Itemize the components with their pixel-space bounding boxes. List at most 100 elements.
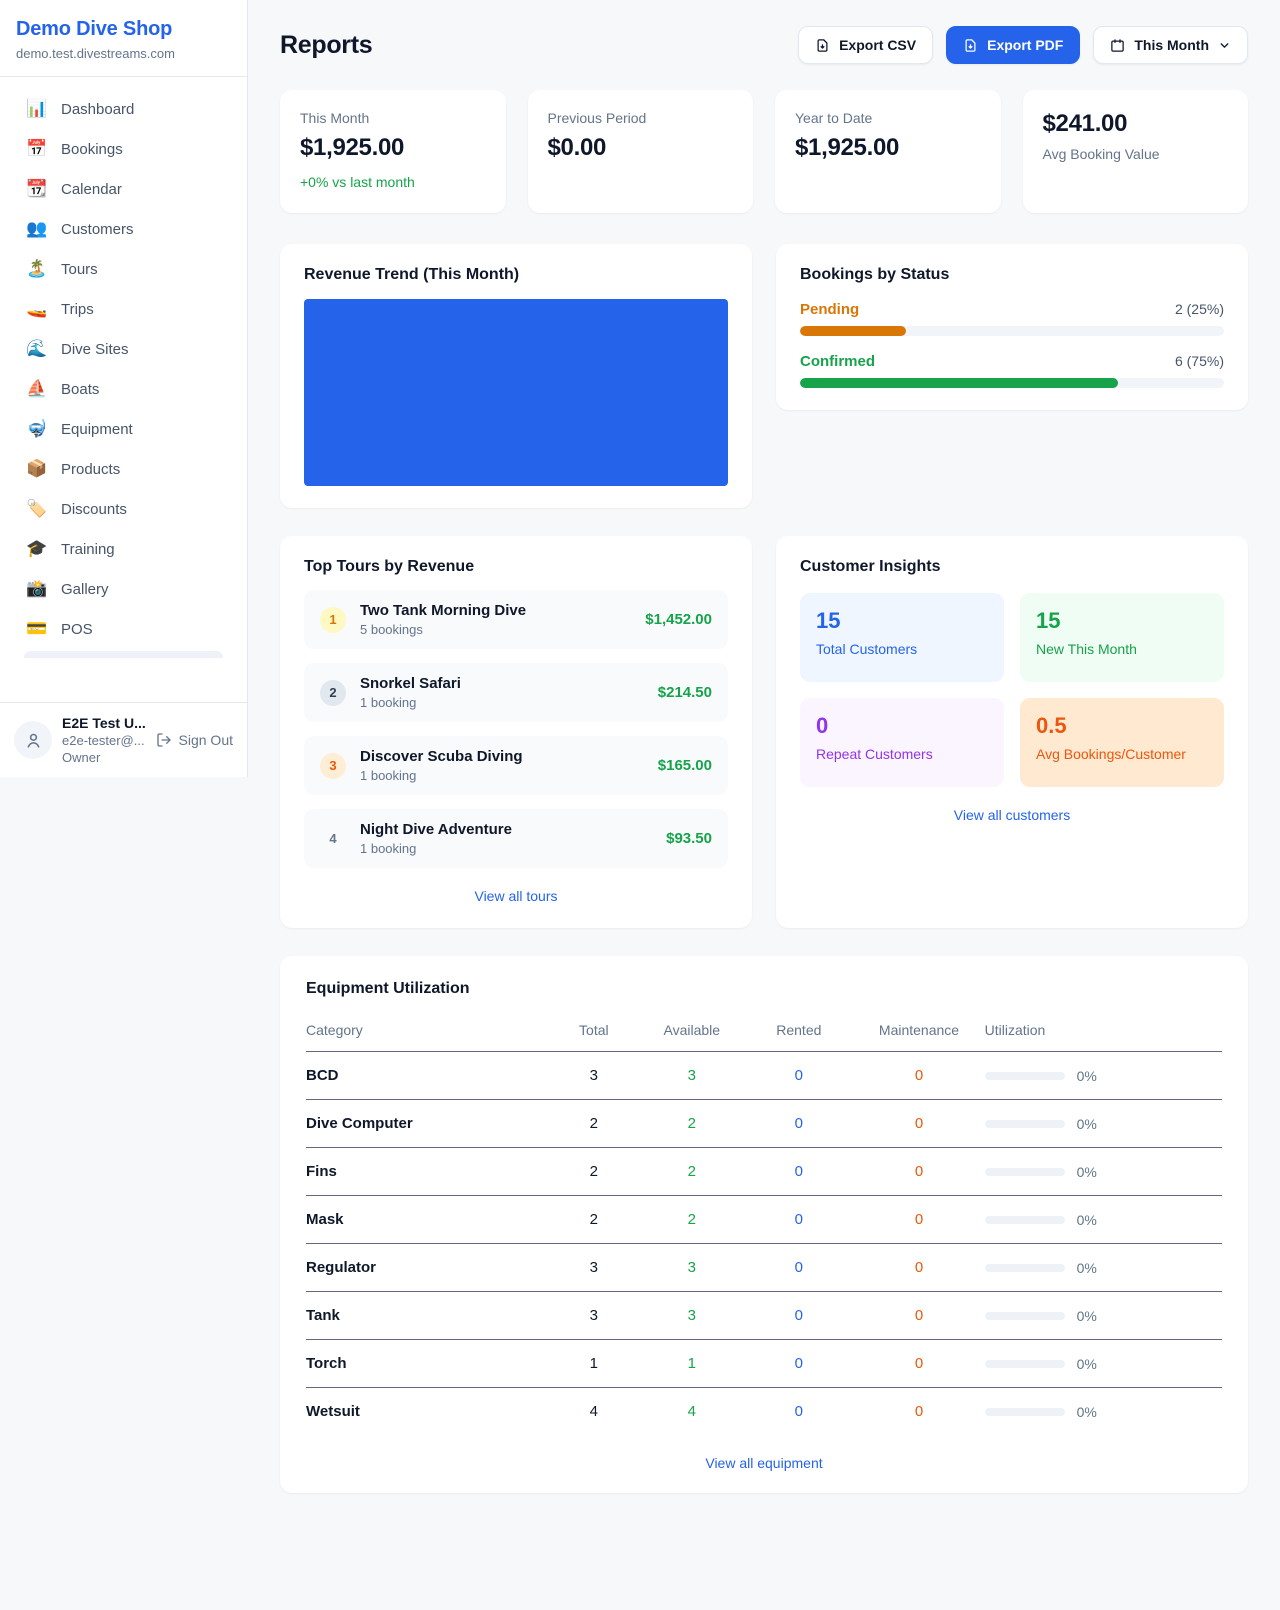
tour-revenue: $93.50 <box>666 830 712 847</box>
utilization-bar-track <box>984 1167 1065 1176</box>
equipment-utilization-title: Equipment Utilization <box>306 980 470 997</box>
rank-badge: 1 <box>320 606 346 633</box>
sidebar-item-equipment[interactable]: 🤿 Equipment <box>12 409 235 449</box>
sidebar-item-discounts[interactable]: 🏷️ Discounts <box>12 489 235 529</box>
status-bar-fill-pending <box>800 326 906 336</box>
sidebar-item-dashboard[interactable]: 📊 Dashboard <box>12 89 235 129</box>
category-cell: Mask <box>306 1195 549 1244</box>
sidebar-item-calendar[interactable]: 📆 Calendar <box>12 169 235 209</box>
sidebar-item-bookings[interactable]: 📅 Bookings <box>12 129 235 169</box>
maintenance-cell: 0 <box>853 1243 985 1292</box>
available-cell: 3 <box>639 1243 745 1292</box>
utilization-bar-track <box>984 1263 1065 1272</box>
tour-bookings: 1 booking <box>360 695 417 710</box>
chevron-down-icon <box>1220 42 1229 48</box>
total-cell: 2 <box>548 1195 640 1244</box>
maintenance-cell: 0 <box>853 1147 985 1196</box>
table-row: Torch 1 1 0 0 0% <box>306 1339 1222 1388</box>
utilization-percent: 0% <box>1076 1211 1097 1228</box>
available-cell: 3 <box>639 1051 745 1100</box>
tour-revenue: $165.00 <box>657 757 712 774</box>
file-download-icon <box>817 38 828 52</box>
sidebar-item-trips[interactable]: 🚤 Trips <box>12 289 235 329</box>
total-cell: 3 <box>548 1291 640 1340</box>
column-header-available: Available <box>639 1014 745 1052</box>
shop-domain: demo.test.divestreams.com <box>16 46 175 61</box>
tour-row: 2 Snorkel Safari 1 booking $214.50 <box>304 663 728 722</box>
view-all-equipment-link[interactable]: View all equipment <box>705 1455 823 1471</box>
category-cell: Tank <box>306 1291 549 1340</box>
sidebar-item-pos[interactable]: 💳 POS <box>12 609 235 649</box>
stat-label: Previous Period <box>547 110 647 126</box>
status-label-confirmed: Confirmed <box>800 353 875 370</box>
header-actions: Export CSV Export PDF This Month <box>798 26 1248 64</box>
tag-icon: 🏷️ <box>26 499 48 519</box>
sailboat-icon: ⛵ <box>26 379 48 399</box>
bookings-by-status-title: Bookings by Status <box>800 266 950 283</box>
sidebar-item-tours[interactable]: 🏝️ Tours <box>12 249 235 289</box>
available-cell: 4 <box>687 1403 696 1420</box>
table-row: Dive Computer 2 2 0 0 0% <box>306 1099 1222 1148</box>
stat-card-this-month: This Month $1,925.00 +0% vs last month <box>280 90 506 213</box>
equipment-table: Category Total Available Rented Maintena… <box>306 1014 1222 1435</box>
export-csv-button[interactable]: Export CSV <box>798 26 934 64</box>
maintenance-cell: 0 <box>853 1099 985 1148</box>
utilization-cell: 0% <box>984 1291 1222 1340</box>
status-row-confirmed: Confirmed 6 (75%) <box>800 353 1224 388</box>
category-cell: Wetsuit <box>306 1403 360 1420</box>
tile-label: Repeat Customers <box>816 746 933 762</box>
sidebar-item-boats[interactable]: ⛵ Boats <box>12 369 235 409</box>
rented-cell: 0 <box>744 1243 854 1292</box>
tile-avg-bookings-customer: 0.5 Avg Bookings/Customer <box>1020 698 1224 787</box>
package-icon: 📦 <box>26 459 48 479</box>
export-csv-label: Export CSV <box>839 37 917 53</box>
sidebar-item-label: Equipment <box>61 420 133 438</box>
stat-card-year-to-date: Year to Date $1,925.00 <box>775 90 1001 213</box>
sidebar-item-dive-sites[interactable]: 🌊 Dive Sites <box>12 329 235 369</box>
table-row: Fins 2 2 0 0 0% <box>306 1147 1222 1196</box>
page-header: Reports Export CSV Export PDF <box>280 26 1248 64</box>
utilization-cell: 0% <box>984 1099 1222 1148</box>
total-cell: 3 <box>548 1243 640 1292</box>
utilization-bar-track <box>984 1071 1065 1080</box>
view-all-customers-link[interactable]: View all customers <box>953 807 1071 823</box>
shop-name[interactable]: Demo Dive Shop <box>16 18 173 40</box>
sidebar-item-label: Customers <box>61 220 134 238</box>
rented-cell: 0 <box>744 1099 854 1148</box>
sidebar-item-customers[interactable]: 👥 Customers <box>12 209 235 249</box>
person-icon <box>27 733 39 748</box>
sidebar-item-training[interactable]: 🎓 Training <box>12 529 235 569</box>
utilization-percent: 0% <box>1076 1115 1097 1132</box>
period-selector[interactable]: This Month <box>1093 26 1248 64</box>
utilization-percent: 0% <box>1076 1403 1097 1420</box>
maintenance-cell: 0 <box>853 1339 985 1388</box>
total-cell: 1 <box>548 1339 640 1388</box>
available-cell: 2 <box>639 1195 745 1244</box>
category-cell: Torch <box>306 1339 549 1388</box>
tile-label: Avg Bookings/Customer <box>1036 746 1186 762</box>
category-cell: Fins <box>306 1147 549 1196</box>
wave-icon: 🌊 <box>26 339 48 359</box>
sidebar-item-label: Boats <box>61 380 100 398</box>
rented-cell: 0 <box>744 1339 854 1388</box>
export-pdf-button[interactable]: Export PDF <box>946 26 1081 64</box>
maintenance-cell: 0 <box>914 1403 924 1420</box>
stat-card-previous-period: Previous Period $0.00 <box>527 90 753 213</box>
tile-label: New This Month <box>1036 641 1137 657</box>
tour-row: 3 Discover Scuba Diving 1 booking $165.0… <box>304 736 728 795</box>
sidebar-item-products[interactable]: 📦 Products <box>12 449 235 489</box>
table-row: Wetsuit 4 4 0 0 0% <box>306 1388 1222 1436</box>
rank-badge: 4 <box>329 831 337 846</box>
sidebar-item-gallery[interactable]: 📸 Gallery <box>12 569 235 609</box>
stat-value: $1,925.00 <box>300 134 405 161</box>
insights-row: Top Tours by Revenue 1 Two Tank Morning … <box>280 536 1248 928</box>
sidebar-item-partial[interactable] <box>24 651 223 658</box>
bookings-by-status-card: Bookings by Status Pending 2 (25%) Confi… <box>776 244 1248 410</box>
view-all-tours-link[interactable]: View all tours <box>474 888 558 904</box>
utilization-cell: 0% <box>984 1147 1222 1196</box>
utilization-cell: 0% <box>984 1195 1222 1244</box>
sidebar-item-label: Trips <box>61 300 94 318</box>
revenue-trend-chart <box>304 299 728 486</box>
sign-out-button[interactable]: Sign Out <box>156 732 233 748</box>
utilization-percent: 0% <box>1076 1163 1097 1180</box>
